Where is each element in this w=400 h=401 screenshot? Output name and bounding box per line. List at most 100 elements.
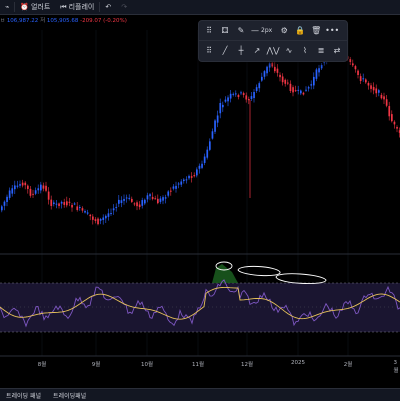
candle-body — [258, 83, 261, 89]
undo-button[interactable]: ↶ — [100, 0, 116, 14]
candle-body — [157, 198, 159, 204]
candle-body — [32, 193, 34, 195]
candle-body — [219, 103, 222, 114]
candle-body — [16, 185, 19, 187]
pattern-tool[interactable]: ⋀⋁ — [265, 43, 281, 59]
candle-body — [359, 76, 362, 82]
candle-body — [60, 201, 63, 204]
candle-body — [279, 74, 281, 78]
candle-body — [214, 120, 216, 132]
fib-tool[interactable]: ≣ — [313, 43, 329, 59]
candle-body — [370, 85, 372, 89]
candle-body — [396, 127, 398, 129]
candle-body — [3, 201, 6, 206]
oscillator-line — [0, 279, 400, 328]
candle-body — [349, 59, 352, 63]
trading-panel-tab[interactable]: 트레이딩 패널 — [6, 392, 42, 400]
candle-body — [27, 185, 29, 189]
candle-body — [73, 203, 76, 205]
lock-icon: 🔒 — [295, 26, 306, 35]
settings-button[interactable]: ⚙ — [276, 23, 292, 39]
candle-body — [164, 197, 167, 199]
more-button[interactable]: ••• — [324, 23, 340, 39]
candle-body — [58, 203, 60, 207]
indicators-button[interactable]: ⌁ — [0, 0, 14, 14]
candle-body — [372, 86, 375, 91]
candle-body — [120, 200, 123, 203]
candle-body — [94, 219, 97, 221]
drag-handle-icon[interactable]: ⠿ — [206, 26, 212, 35]
candle-body — [222, 104, 224, 108]
signal-line — [0, 286, 400, 320]
wave-tool[interactable]: ∿ — [281, 43, 297, 59]
candle-body — [253, 91, 255, 99]
redo-button[interactable]: ↷ — [116, 0, 132, 14]
toolbar-divider — [99, 2, 101, 12]
templates-button[interactable]: ⚃ — [217, 23, 233, 39]
wave-icon: ∿ — [285, 46, 293, 55]
trend-line-tool[interactable]: ╱ — [217, 43, 233, 59]
candle-body — [138, 204, 141, 208]
candle-body — [289, 83, 292, 91]
candle-body — [193, 175, 196, 177]
candle-body — [185, 179, 188, 181]
candle-body — [352, 63, 354, 66]
candle-body — [300, 90, 302, 94]
replay-button[interactable]: ⏮ 리플레이 — [55, 0, 99, 14]
line-color-button[interactable]: ✎ — [233, 23, 249, 39]
line-width-button[interactable]: — 2px — [249, 23, 276, 39]
candle-body — [302, 92, 305, 95]
candle-body — [196, 169, 198, 176]
trash-icon: 🗑 — [311, 26, 322, 35]
time-axis[interactable]: 8월 9월 10월 11월 12월 2025 2월 3월 — [0, 357, 400, 374]
drawing-toolbar-row-1: ⠿ ⚃ ✎ — 2px ⚙ 🔒 🗑 ••• — [199, 21, 347, 40]
alert-button[interactable]: ⏰ 얼러트 — [15, 0, 55, 14]
candle-body — [115, 206, 118, 208]
candle-body — [66, 201, 68, 206]
trading-panel-tab-2[interactable]: 트레이딩패널 — [53, 392, 87, 400]
candle-body — [34, 190, 37, 194]
candle-body — [294, 90, 297, 92]
candle-body — [232, 93, 235, 95]
channel-tool[interactable]: ⇄ — [329, 43, 345, 59]
candle-body — [211, 131, 214, 139]
candle-body — [206, 149, 209, 158]
horizontal-line-tool[interactable]: ┼ — [233, 43, 249, 59]
more-dots-icon: ••• — [325, 26, 340, 35]
candle-body — [190, 176, 193, 178]
time-axis-label: 11월 — [191, 362, 205, 368]
candle-body — [19, 184, 21, 186]
candle-body — [21, 182, 24, 186]
candle-body — [11, 188, 14, 194]
lock-button[interactable]: 🔒 — [292, 23, 308, 39]
delete-button[interactable]: 🗑 — [308, 23, 324, 39]
candle-body — [235, 93, 237, 95]
candle-body — [42, 185, 45, 189]
candle-body — [180, 181, 183, 185]
line-width-label: 2px — [261, 27, 273, 34]
candle-body — [141, 200, 144, 206]
annotation-circle-1 — [215, 261, 233, 271]
candle-body — [354, 66, 357, 70]
ohlc-value-1: 106,987.22 — [6, 18, 39, 24]
candle-body — [6, 196, 8, 202]
candle-body — [357, 70, 359, 75]
candle-body — [209, 141, 211, 150]
candle-body — [227, 97, 229, 102]
candle-body — [45, 185, 47, 191]
drag-handle-icon[interactable]: ⠿ — [206, 46, 212, 55]
candle-body — [8, 190, 11, 198]
arrow-tool[interactable]: ↗ — [249, 43, 265, 59]
candle-body — [248, 99, 250, 101]
path-tool[interactable]: ⌇ — [297, 43, 313, 59]
candle-body — [378, 90, 380, 93]
candle-body — [53, 202, 55, 204]
candle-body — [159, 198, 162, 202]
candle-body — [92, 216, 94, 220]
candle-body — [89, 214, 92, 217]
path-icon: ⌇ — [303, 46, 307, 55]
candle-body — [362, 78, 365, 80]
ohlc-legend: ㅂ 106,987.22 저 105,905.68 -209.07 (-0.20… — [0, 16, 127, 24]
candle-body — [68, 201, 71, 203]
